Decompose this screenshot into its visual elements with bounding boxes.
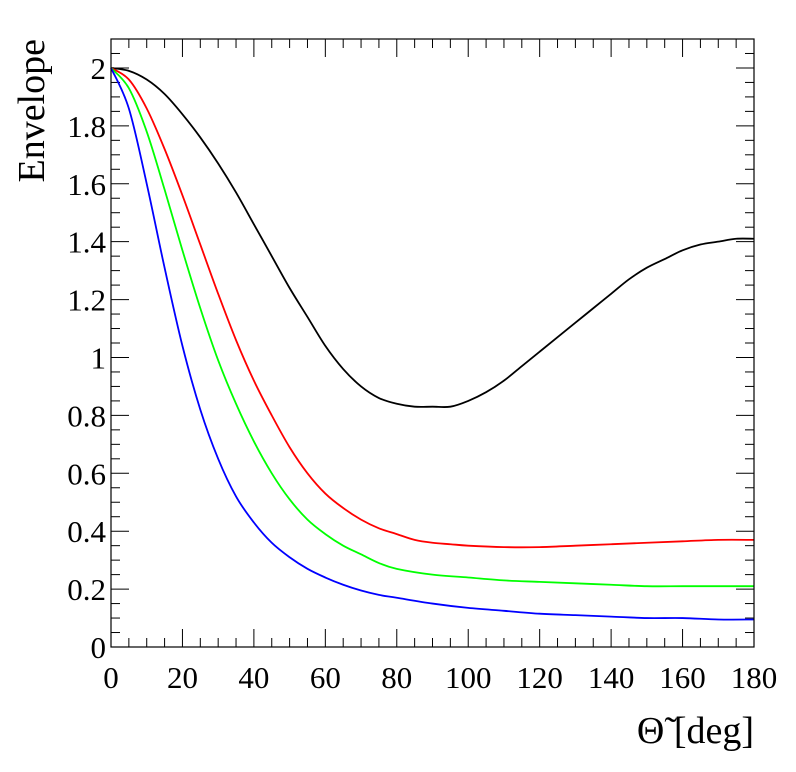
y-tick-label: 0.8: [67, 398, 106, 433]
y-axis-title: Envelope: [11, 39, 53, 183]
y-tick-label: 0.4: [67, 514, 106, 549]
x-axis-title: Θ̃ [deg]: [637, 710, 754, 752]
y-tick-label: 1: [91, 340, 107, 375]
y-tick-labels: 0 0.2 0.4 0.6 0.8 1 1.2 1.4 1.6 1.8 2: [67, 51, 106, 665]
series-line-red: [110, 67, 755, 549]
y-tick-label: 1.2: [67, 283, 106, 318]
x-tick-label: 80: [381, 660, 412, 695]
series-line-black: [110, 67, 755, 409]
x-tick-label: 160: [659, 660, 706, 695]
x-tick-label: 40: [238, 660, 269, 695]
ticks-layer: [110, 38, 755, 648]
y-tick-label: 0.2: [67, 572, 106, 607]
series-line-blue: [110, 67, 755, 621]
x-tick-label: 100: [445, 660, 492, 695]
x-tick-label: 0: [103, 660, 119, 695]
y-tick-label: 1.6: [67, 167, 106, 202]
y-tick-label: 0: [91, 630, 107, 665]
series-line-green: [110, 67, 754, 588]
series-layer: [110, 67, 755, 621]
x-tick-label: 120: [516, 660, 563, 695]
y-tick-label: 2: [91, 51, 107, 86]
y-tick-label: 0.6: [67, 456, 106, 491]
x-tick-label: 140: [588, 660, 635, 695]
x-tick-label: 60: [310, 660, 341, 695]
y-tick-label: 1.4: [67, 225, 106, 260]
x-tick-labels: 0 20 40 60 80 100 120 140 160 180: [103, 660, 777, 695]
x-tick-label: 20: [167, 660, 198, 695]
y-tick-label: 1.8: [67, 109, 106, 144]
plot-frame: [110, 38, 755, 648]
x-tick-label: 180: [731, 660, 778, 695]
